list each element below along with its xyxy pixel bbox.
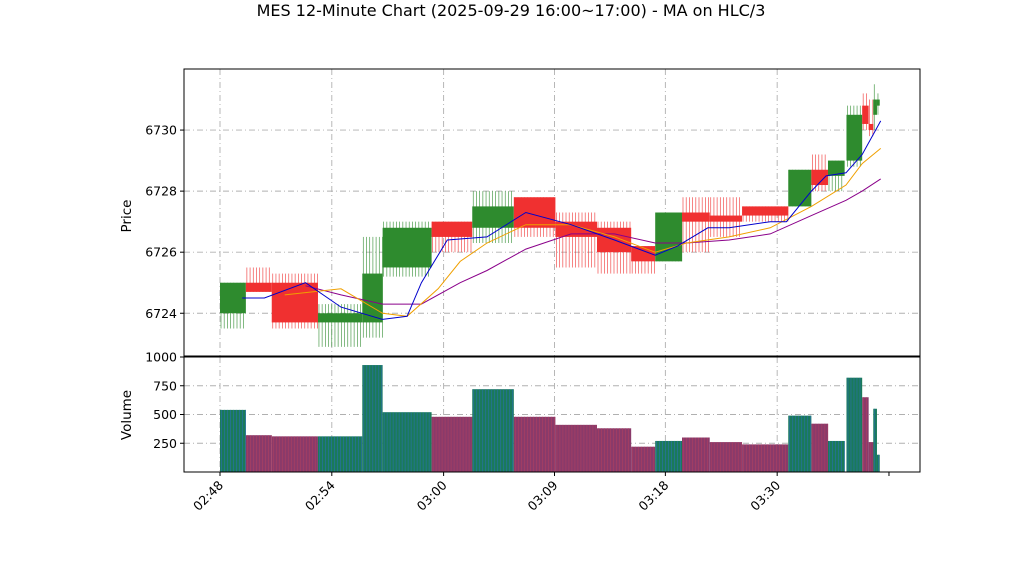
volume-bar xyxy=(220,409,246,472)
x-tick-label: 02:48 xyxy=(190,477,226,513)
candle-body xyxy=(245,282,272,292)
candle-body xyxy=(788,169,812,207)
volume-bar xyxy=(555,424,597,472)
volume-panel: 250 500 750 1000 Volume xyxy=(119,350,921,473)
volume-ytick-label: 250 xyxy=(153,436,177,451)
candle-body xyxy=(846,114,863,161)
volume-bar xyxy=(271,436,318,472)
x-tick-label: 03:30 xyxy=(747,477,783,513)
x-tick-label: 03:00 xyxy=(414,477,450,513)
volume-bar xyxy=(472,389,514,472)
candle-body xyxy=(362,273,383,323)
volume-bar xyxy=(846,377,863,472)
candle-body xyxy=(709,215,743,222)
volume-bar xyxy=(709,442,743,472)
volume-ytick-label: 1000 xyxy=(145,350,177,365)
candle-body xyxy=(811,169,828,186)
candle-body xyxy=(873,99,877,115)
volume-bar xyxy=(431,416,473,472)
volume-panel-frame xyxy=(183,356,921,473)
volume-bar xyxy=(631,446,656,472)
candle-body xyxy=(682,212,710,222)
candle-body xyxy=(382,227,432,268)
volume-axis-label: Volume xyxy=(119,390,135,440)
price-panel-frame xyxy=(183,68,921,357)
ma-mid-line xyxy=(284,148,882,317)
price-axis-label: Price xyxy=(119,200,135,233)
candle-body xyxy=(220,282,246,314)
volume-bar xyxy=(382,412,432,472)
volume-bar xyxy=(868,442,874,472)
price-ytick-label: 6730 xyxy=(145,123,177,138)
price-panel: 6724 6726 6728 6730 Price xyxy=(119,68,921,357)
candle-body xyxy=(742,206,789,216)
volume-bar xyxy=(811,423,828,472)
candle-body xyxy=(431,221,473,237)
volume-ytick-label: 750 xyxy=(153,378,177,393)
price-ytick-label: 6724 xyxy=(145,306,177,321)
volume-bar xyxy=(788,415,812,472)
candle-body xyxy=(472,206,514,228)
candle-body xyxy=(513,197,556,228)
x-tick-label: 03:18 xyxy=(635,477,671,513)
volume-bar xyxy=(245,435,272,472)
volume-bar xyxy=(682,437,710,472)
volume-ytick-label: 500 xyxy=(153,407,177,422)
candle-body xyxy=(876,99,880,106)
volume-bar xyxy=(862,397,869,472)
candle-body xyxy=(271,282,318,323)
x-axis: 02:48 02:54 03:00 03:09 03:18 03:30 xyxy=(190,472,890,514)
price-ytick-label: 6728 xyxy=(145,184,177,199)
candle-body xyxy=(862,105,869,124)
volume-bar xyxy=(362,365,383,472)
ma-slow-line xyxy=(305,178,881,305)
candle-body xyxy=(317,313,363,323)
volume-bar xyxy=(742,444,789,472)
x-tick-label: 02:54 xyxy=(302,477,338,513)
volume-bar xyxy=(873,408,877,472)
x-tick-label: 03:09 xyxy=(525,477,561,513)
volume-bar xyxy=(596,428,632,472)
candle-body xyxy=(827,160,845,176)
candle-body xyxy=(868,123,874,131)
volume-bar xyxy=(827,440,845,472)
volume-bar xyxy=(513,416,556,472)
price-ytick-label: 6726 xyxy=(145,245,177,260)
ma-fast-line xyxy=(242,120,882,320)
candle-body xyxy=(555,221,597,237)
chart-title: MES 12-Minute Chart (2025-09-29 16:00~17… xyxy=(257,1,766,20)
